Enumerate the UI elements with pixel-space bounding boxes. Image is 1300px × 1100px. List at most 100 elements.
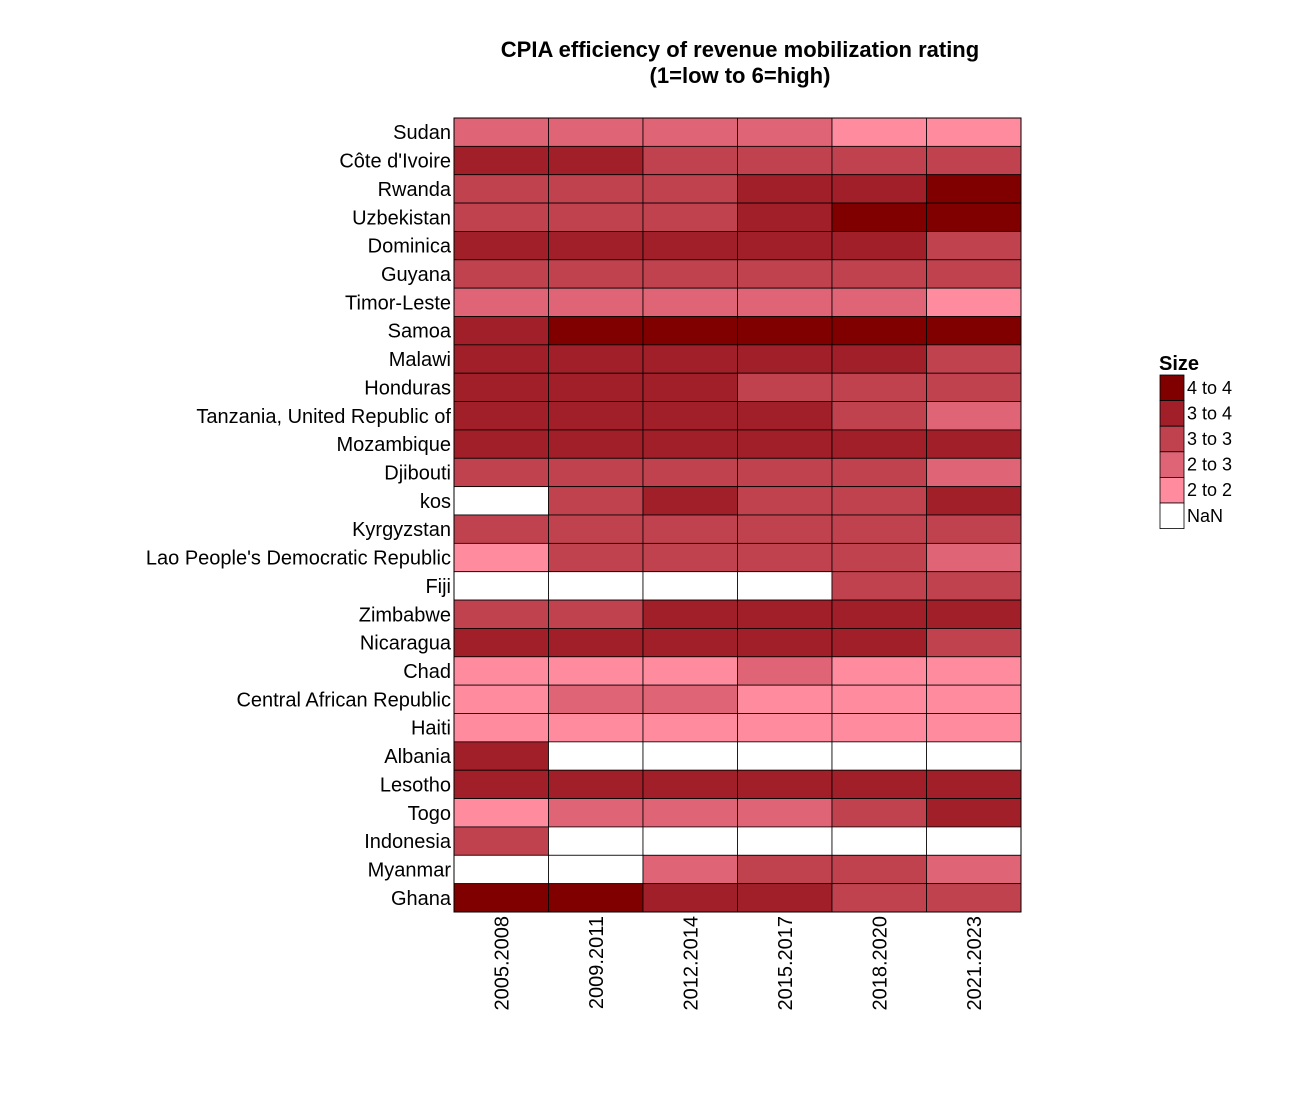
heatmap-cell	[926, 628, 1022, 658]
heatmap-cell	[737, 769, 833, 799]
heatmap-cell	[642, 316, 738, 346]
column-label: 2015.2017	[775, 916, 797, 1011]
column-label: 2012.2014	[680, 916, 702, 1011]
heatmap-cell	[737, 231, 833, 261]
heatmap-cell	[926, 713, 1022, 743]
heatmap-cell	[926, 486, 1022, 516]
heatmap-cell	[548, 344, 644, 374]
heatmap-cell	[642, 457, 738, 488]
heatmap-cell	[453, 145, 549, 176]
heatmap-cell	[548, 174, 644, 204]
heatmap-cell	[831, 826, 927, 856]
heatmap-cell	[548, 542, 644, 573]
heatmap-cell	[926, 429, 1022, 459]
heatmap-cell	[831, 316, 927, 346]
row-label: Tanzania, United Republic of	[196, 406, 451, 428]
heatmap-cell	[737, 826, 833, 856]
heatmap-cell	[926, 231, 1022, 261]
legend-swatch	[1159, 374, 1185, 402]
legend-swatch	[1159, 476, 1185, 504]
heatmap-cell	[642, 145, 738, 176]
heatmap-cell	[737, 854, 833, 885]
heatmap-cell	[737, 542, 833, 573]
heatmap-cell	[642, 486, 738, 516]
heatmap-cell	[926, 826, 1022, 856]
column-label: 2009.2011	[586, 916, 608, 1009]
heatmap-cell	[642, 514, 738, 544]
heatmap-cell	[926, 259, 1022, 289]
row-labels: Sudan Côte d'Ivoire Rwanda Uzbekistan Domini…	[146, 122, 452, 910]
chart-title-line-2: (1=low to 6=high)	[650, 63, 831, 88]
heatmap-cell	[548, 798, 644, 828]
legend-swatch	[1159, 425, 1185, 453]
heatmap-cell	[737, 514, 833, 544]
heatmap-cell	[737, 401, 833, 431]
heatmap-cell	[737, 259, 833, 289]
heatmap-cell	[831, 713, 927, 743]
row-label: Albania	[384, 746, 452, 768]
heatmap-cell	[642, 372, 738, 402]
heatmap-cell	[737, 599, 833, 629]
heatmap-cell	[831, 854, 927, 885]
heatmap-cell	[642, 344, 738, 374]
heatmap-cell	[926, 145, 1022, 176]
heatmap-cell	[548, 628, 644, 658]
heatmap-cell	[831, 372, 927, 402]
heatmap-cell	[926, 344, 1022, 374]
heatmap-cell	[548, 401, 644, 431]
heatmap-cell	[926, 798, 1022, 828]
heatmap-cell	[926, 684, 1022, 714]
row-label: Sudan	[393, 122, 451, 144]
heatmap-cell	[642, 429, 738, 459]
heatmap-cell	[548, 514, 644, 544]
heatmap-cell	[737, 429, 833, 459]
heatmap-cell	[642, 231, 738, 261]
heatmap-cell	[548, 741, 644, 771]
row-label: Lao People's Democratic Republic	[146, 548, 451, 570]
row-label: Mozambique	[336, 434, 451, 456]
heatmap-cell	[453, 401, 549, 431]
heatmap-cell	[926, 287, 1022, 317]
heatmap-cell	[453, 117, 549, 147]
heatmap-cell	[642, 628, 738, 658]
row-label: Haiti	[411, 718, 451, 740]
heatmap-cell	[926, 542, 1022, 573]
row-label: Dominica	[368, 236, 452, 258]
heatmap-cell	[642, 599, 738, 629]
heatmap-cell	[831, 344, 927, 374]
heatmap-cell	[548, 883, 644, 913]
heatmap-cell	[926, 514, 1022, 544]
heatmap-cell	[548, 372, 644, 402]
row-label: Côte d'Ivoire	[339, 151, 451, 173]
legend-label: 4 to 4	[1187, 378, 1232, 398]
heatmap-cell	[453, 429, 549, 459]
heatmap-cell	[831, 401, 927, 431]
heatmap-cell	[737, 628, 833, 658]
heatmap-cell	[926, 883, 1022, 913]
heatmap-cell	[831, 486, 927, 516]
heatmap-cell	[453, 741, 549, 771]
heatmap-cell	[453, 486, 549, 516]
column-label: 2005.2008	[491, 916, 513, 1011]
heatmap-cell	[831, 542, 927, 573]
heatmap-cell	[453, 287, 549, 317]
heatmap-cell	[548, 713, 644, 743]
heatmap-cell	[453, 372, 549, 402]
row-label: Malawi	[389, 349, 451, 371]
heatmap-cell	[548, 457, 644, 488]
heatmap-cell	[642, 713, 738, 743]
row-label: Central African Republic	[236, 689, 451, 711]
heatmap-cell	[831, 571, 927, 601]
heatmap-cell	[642, 259, 738, 289]
heatmap-cell	[831, 628, 927, 658]
row-label: Myanmar	[368, 859, 452, 881]
heatmap-cell	[831, 883, 927, 913]
row-label: Fiji	[425, 576, 451, 598]
heatmap-cell	[453, 514, 549, 544]
heatmap-cell	[548, 769, 644, 799]
legend-swatch	[1159, 400, 1185, 427]
column-label: 2018.2020	[869, 916, 891, 1011]
legend-label: 2 to 2	[1187, 480, 1232, 500]
heatmap-cell	[737, 316, 833, 346]
row-label: Djibouti	[384, 462, 451, 484]
